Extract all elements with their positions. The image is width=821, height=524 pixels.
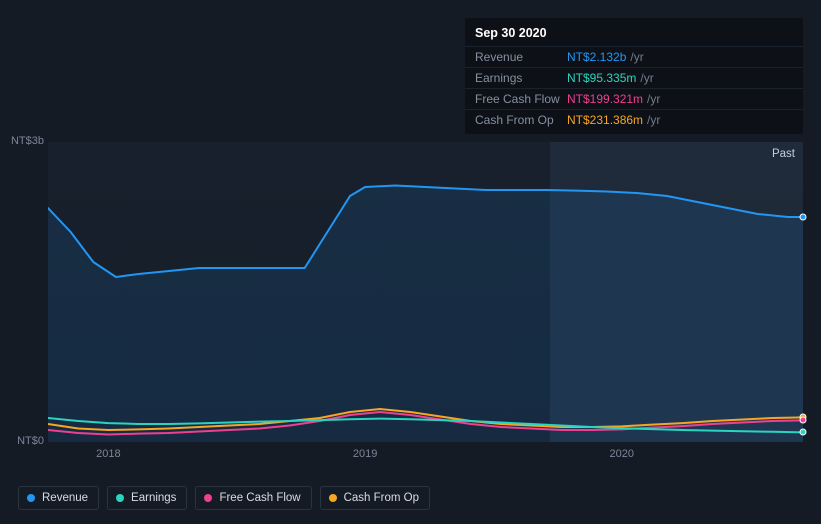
- series-end-dot: [800, 429, 807, 436]
- series-end-dot: [800, 417, 807, 424]
- x-axis-tick-label: 2019: [353, 448, 377, 460]
- legend-label: Earnings: [131, 492, 176, 504]
- legend-item[interactable]: Revenue: [18, 486, 99, 510]
- tooltip-row: RevenueNT$2.132b/yr: [465, 47, 803, 68]
- x-axis-tick-label: 2018: [96, 448, 120, 460]
- financials-chart: NT$3bNT$0 Past 201820192020: [18, 120, 803, 480]
- tooltip-metric-value: NT$2.132b: [567, 50, 626, 64]
- tooltip-row: Free Cash FlowNT$199.321m/yr: [465, 89, 803, 110]
- tooltip-row: EarningsNT$95.335m/yr: [465, 68, 803, 89]
- legend-item[interactable]: Free Cash Flow: [195, 486, 311, 510]
- tooltip-metric-unit: /yr: [647, 113, 660, 127]
- chart-svg: [48, 142, 803, 442]
- tooltip-metric-value: NT$231.386m: [567, 113, 643, 127]
- y-axis-tick-label: NT$3b: [11, 135, 44, 147]
- legend-swatch: [204, 494, 212, 502]
- tooltip-metric-label: Cash From Op: [475, 113, 567, 127]
- legend-label: Free Cash Flow: [219, 492, 300, 504]
- tooltip-metric-unit: /yr: [647, 92, 660, 106]
- legend-label: Revenue: [42, 492, 88, 504]
- tooltip-row: Cash From OpNT$231.386m/yr: [465, 110, 803, 130]
- series-fill: [48, 186, 803, 443]
- tooltip-metric-unit: /yr: [630, 50, 643, 64]
- x-axis-tick-label: 2020: [610, 448, 634, 460]
- tooltip-panel: Sep 30 2020 RevenueNT$2.132b/yrEarningsN…: [465, 18, 803, 134]
- tooltip-metric-label: Earnings: [475, 71, 567, 85]
- tooltip-metric-label: Revenue: [475, 50, 567, 64]
- tooltip-date: Sep 30 2020: [465, 22, 803, 47]
- chart-plot-area[interactable]: Past: [48, 142, 803, 442]
- y-axis-tick-label: NT$0: [17, 435, 44, 447]
- tooltip-metric-label: Free Cash Flow: [475, 92, 567, 106]
- legend-swatch: [116, 494, 124, 502]
- tooltip-metric-value: NT$199.321m: [567, 92, 643, 106]
- chart-legend: Revenue Earnings Free Cash Flow Cash From O…: [18, 486, 430, 510]
- tooltip-metric-unit: /yr: [640, 71, 653, 85]
- legend-swatch: [329, 494, 337, 502]
- legend-swatch: [27, 494, 35, 502]
- legend-label: Cash From Op: [344, 492, 419, 504]
- tooltip-metric-value: NT$95.335m: [567, 71, 636, 85]
- legend-item[interactable]: Earnings: [107, 486, 187, 510]
- legend-item[interactable]: Cash From Op: [320, 486, 430, 510]
- series-end-dot: [800, 214, 807, 221]
